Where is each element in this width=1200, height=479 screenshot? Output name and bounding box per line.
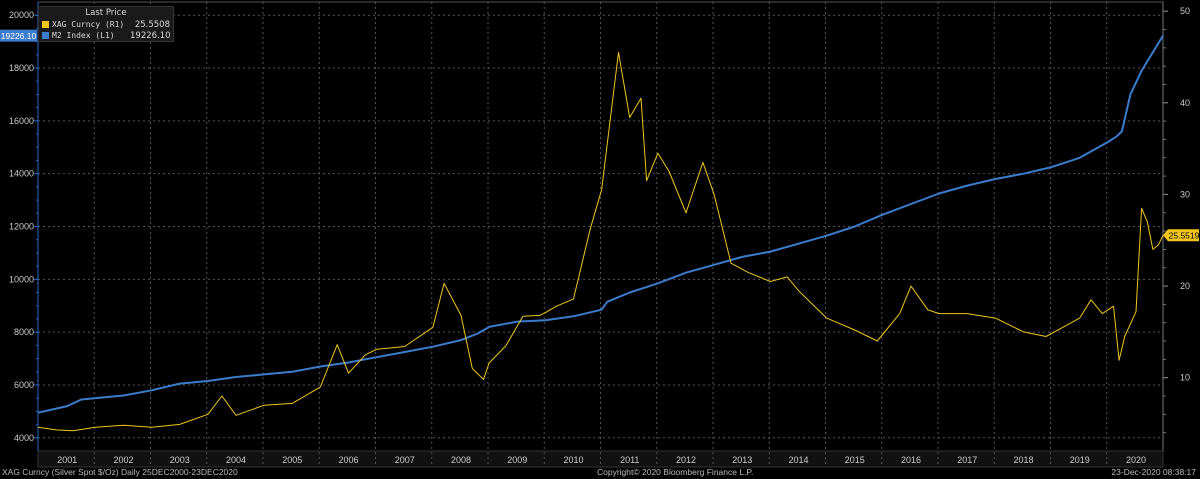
left-last-value-flag <box>0 29 37 42</box>
left-axis-tick-label: 10000 <box>9 274 34 284</box>
x-tick-label: 2009 <box>507 455 527 465</box>
footer-timestamp: 23-Dec-2020 08:38:17 <box>1111 467 1196 477</box>
x-tick-label: 2012 <box>676 455 696 465</box>
legend-item-m2: M2 Index (L1) 19226.10 <box>39 30 173 41</box>
right-last-value-flag <box>1163 229 1199 242</box>
right-axis-tick-label: 20 <box>1180 281 1190 291</box>
left-last-value-label: 19226.10 <box>1 31 37 41</box>
x-tick-label: 2006 <box>338 455 358 465</box>
x-tick-label: 2017 <box>957 455 977 465</box>
left-axis-tick-label: 12000 <box>9 222 34 232</box>
x-tick-label: 2013 <box>732 455 752 465</box>
right-axis-tick-label: 30 <box>1180 189 1190 199</box>
x-tick-label: 2015 <box>845 455 865 465</box>
legend-swatch-xag <box>42 21 49 28</box>
left-axis-tick-label: 18000 <box>9 63 34 73</box>
right-last-value-label: 25.5519 <box>1169 231 1200 241</box>
legend: Last Price XAG Curncy (R1) 25.5508 M2 In… <box>38 6 174 42</box>
x-tick-label: 2010 <box>563 455 583 465</box>
series-line-m2-index <box>37 35 1164 414</box>
x-tick-label: 2018 <box>1013 455 1033 465</box>
x-tick-label: 2007 <box>395 455 415 465</box>
legend-value-xag: 25.5508 <box>134 19 170 30</box>
x-tick-label: 2001 <box>57 455 77 465</box>
footer-security-description: XAG Curncy (Silver Spot $/Oz) Daily 25DE… <box>2 467 238 477</box>
left-axis-tick-label: 6000 <box>14 380 34 390</box>
right-axis-tick-label: 50 <box>1180 6 1190 16</box>
left-axis-tick-label: 20000 <box>9 10 34 20</box>
footer-copyright: Copyright© 2020 Bloomberg Finance L.P. <box>597 467 754 477</box>
x-tick-label: 2016 <box>901 455 921 465</box>
legend-swatch-m2 <box>42 32 49 39</box>
x-tick-label: 2014 <box>788 455 808 465</box>
x-tick-label: 2020 <box>1126 455 1146 465</box>
x-tick-label: 2002 <box>113 455 133 465</box>
left-axis-tick-label: 16000 <box>9 116 34 126</box>
legend-item-xag: XAG Curncy (R1) 25.5508 <box>39 19 173 30</box>
x-tick-label: 2008 <box>451 455 471 465</box>
x-tick-label: 2004 <box>226 455 246 465</box>
x-tick-label: 2005 <box>282 455 302 465</box>
series-line-xag-curncy <box>37 51 1164 432</box>
legend-header: Last Price <box>85 8 127 18</box>
x-tick-label: 2019 <box>1070 455 1090 465</box>
x-tick-label: 2011 <box>620 455 639 465</box>
right-axis-tick-label: 10 <box>1180 373 1190 383</box>
legend-name-m2: M2 Index (L1) <box>52 31 115 40</box>
legend-name-xag: XAG Curncy (R1) <box>52 20 125 29</box>
x-tick-label: 2003 <box>170 455 190 465</box>
left-axis-tick-label: 8000 <box>14 327 34 337</box>
footer: XAG Curncy (Silver Spot $/Oz) Daily 25DE… <box>0 467 1200 479</box>
left-axis-tick-label: 14000 <box>9 169 34 179</box>
left-axis-tick-label: 4000 <box>14 433 34 443</box>
plot-area <box>37 1 1164 452</box>
legend-value-m2: 19226.10 <box>130 30 171 41</box>
right-axis-tick-label: 40 <box>1180 98 1190 108</box>
